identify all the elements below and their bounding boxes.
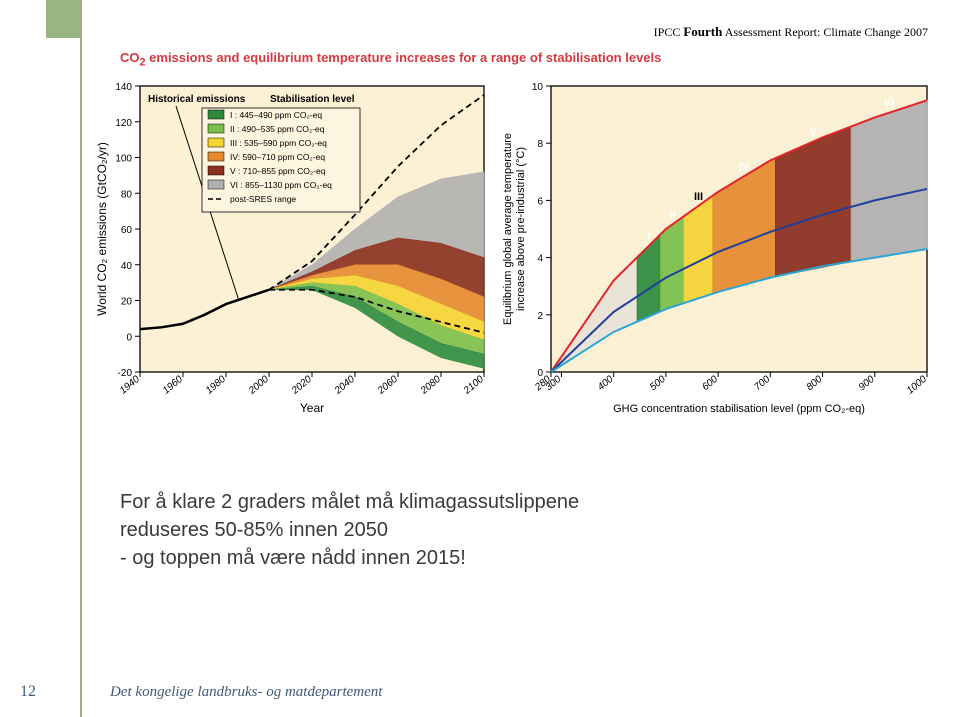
svg-text:I: I [648, 231, 651, 243]
svg-text:2000: 2000 [246, 374, 271, 398]
svg-text:2040: 2040 [332, 374, 357, 398]
svg-text:1960: 1960 [161, 374, 185, 397]
svg-text:1980: 1980 [204, 374, 228, 397]
svg-text:Stabilisation level: Stabilisation level [270, 94, 355, 105]
svg-text:6: 6 [538, 196, 544, 207]
svg-text:II: II [669, 209, 675, 221]
footer-text: Det kongelige landbruks- og matdeparteme… [110, 684, 382, 701]
svg-text:0: 0 [126, 332, 132, 343]
svg-text:120: 120 [115, 118, 132, 129]
svg-text:I : 445–490 ppm CO₂-eq: I : 445–490 ppm CO₂-eq [230, 110, 322, 120]
svg-text:V : 710–855 ppm CO₂-eq: V : 710–855 ppm CO₂-eq [230, 166, 326, 176]
svg-text:140: 140 [115, 82, 132, 93]
svg-text:2060: 2060 [375, 374, 400, 398]
svg-text:10: 10 [532, 82, 544, 93]
svg-text:800: 800 [805, 374, 825, 393]
svg-text:Historical emissions: Historical emissions [148, 94, 246, 105]
svg-text:80: 80 [121, 189, 133, 200]
svg-text:II : 490–535 ppm CO₂-eq: II : 490–535 ppm CO₂-eq [230, 124, 325, 134]
svg-text:post-SRES range: post-SRES range [230, 194, 296, 204]
svg-text:500: 500 [648, 374, 668, 393]
svg-text:III : 535–590 ppm CO₂-eq: III : 535–590 ppm CO₂-eq [230, 138, 327, 148]
svg-text:40: 40 [121, 261, 133, 272]
slide-body-text: For å klare 2 graders målet må klimagass… [120, 488, 579, 572]
svg-text:900: 900 [857, 374, 877, 393]
chart-title: CO2 emissions and equilibrium temperatur… [120, 50, 661, 69]
vertical-rule [80, 0, 82, 717]
svg-text:V: V [810, 126, 818, 138]
body-line-3: - og toppen må være nådd innen 2015! [120, 544, 579, 572]
svg-text:increase above pre-industrial: increase above pre-industrial (°C) [515, 147, 527, 311]
svg-text:600: 600 [700, 374, 720, 393]
svg-text:IV: IV [739, 161, 750, 173]
svg-text:20: 20 [121, 297, 133, 308]
svg-text:1000: 1000 [905, 374, 929, 397]
emissions-chart: -200204060801001201401940196019802000202… [92, 76, 489, 416]
svg-text:GHG concentration stabilisatio: GHG concentration stabilisation level (p… [613, 403, 865, 415]
svg-text:400: 400 [596, 374, 616, 393]
svg-text:VI : 855–1130 ppm CO₂-eq: VI : 855–1130 ppm CO₂-eq [230, 180, 332, 190]
svg-text:2: 2 [538, 311, 544, 322]
decorative-block [46, 0, 80, 38]
svg-text:III: III [694, 191, 703, 203]
svg-text:2020: 2020 [289, 374, 314, 398]
svg-text:100: 100 [115, 154, 132, 165]
equilibrium-chart: IIIIIIIVVVI02468102803004005006007008009… [495, 76, 932, 416]
svg-text:Equilibrium global average tem: Equilibrium global average temperature [502, 133, 514, 325]
svg-text:4: 4 [538, 254, 544, 265]
source-caption: IPCC Fourth Assessment Report: Climate C… [654, 24, 928, 40]
svg-text:60: 60 [121, 225, 133, 236]
svg-text:700: 700 [753, 374, 773, 393]
svg-text:VI: VI [884, 98, 894, 110]
charts-container: -200204060801001201401940196019802000202… [92, 76, 932, 416]
body-line-2: reduseres 50-85% innen 2050 [120, 516, 579, 544]
svg-text:2080: 2080 [418, 374, 443, 398]
svg-text:IV: 590–710 ppm CO₂-eq: IV: 590–710 ppm CO₂-eq [230, 152, 325, 162]
svg-text:World CO₂ emissions (GtCO₂/yr): World CO₂ emissions (GtCO₂/yr) [95, 142, 109, 316]
svg-text:Year: Year [300, 401, 324, 415]
page-number: 12 [20, 683, 36, 701]
svg-text:2100: 2100 [461, 374, 486, 398]
body-line-1: For å klare 2 graders målet må klimagass… [120, 488, 579, 516]
svg-text:8: 8 [538, 139, 544, 150]
